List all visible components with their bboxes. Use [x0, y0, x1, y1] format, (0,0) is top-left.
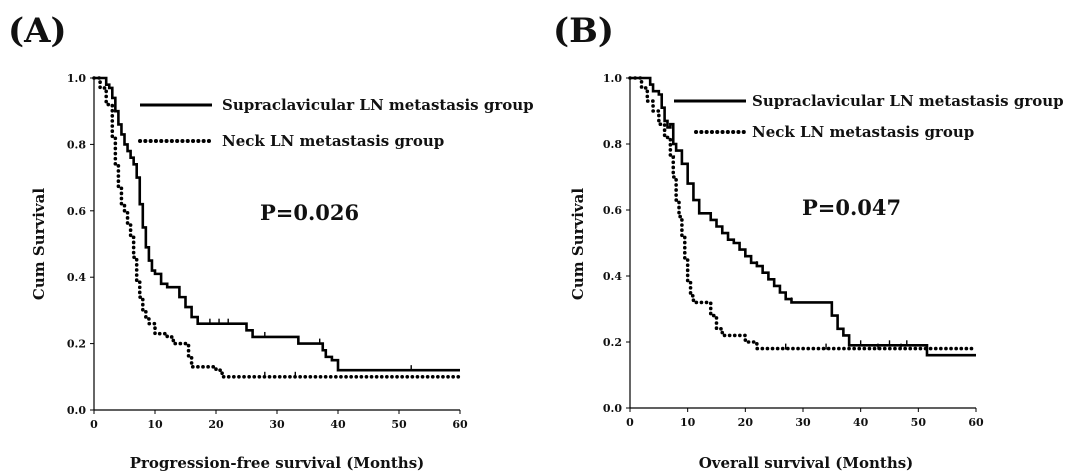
panel-b-y-tick-label: 0.6	[603, 204, 622, 217]
panel-b: (B) Overall survival (Months) Cum Surviv…	[553, 11, 1064, 471]
panel-b-x-tick-label: 40	[853, 416, 869, 429]
panel-b-legend-solid-label: Supraclavicular LN metastasis group	[752, 92, 1064, 110]
panel-a-y-tick-label: 0.0	[67, 404, 86, 417]
panel-a-y-tick-label: 0.4	[67, 271, 86, 284]
panel-a-legend-dotted-label: Neck LN metastasis group	[222, 132, 444, 150]
panel-b-legend: Supraclavicular LN metastasis group Neck…	[674, 92, 1064, 141]
panel-b-label: (B)	[553, 11, 614, 51]
panel-a-y-tick-label: 0.6	[67, 205, 86, 218]
panel-b-x-tick-label: 50	[911, 416, 927, 429]
panel-a-y-tick-label: 0.2	[67, 338, 86, 351]
panel-b-y-tick-label: 0.4	[603, 270, 622, 283]
panel-a-y-tick-label: 1.0	[67, 72, 86, 85]
panel-a-legend: Supraclavicular LN metastasis group Neck…	[138, 96, 534, 150]
panel-b-p-value: P=0.047	[802, 195, 901, 220]
panel-a-x-tick-label: 0	[90, 418, 98, 431]
panel-a-p-value: P=0.026	[260, 200, 359, 225]
panel-b-series-neck-line	[628, 76, 978, 351]
panel-b-y-tick-label: 0.8	[603, 138, 622, 151]
panel-b-x-tick-label: 20	[738, 416, 754, 429]
panel-b-x-tick-label: 30	[795, 416, 811, 429]
panel-b-y-tick-label: 0.0	[603, 402, 622, 415]
panel-a-x-tick-label: 10	[147, 418, 163, 431]
panel-b-legend-dotted-label: Neck LN metastasis group	[752, 123, 974, 141]
panel-a-x-tick-label: 30	[269, 418, 285, 431]
panel-a-y-axis-label: Cum Survival	[30, 188, 48, 300]
panel-b-x-axis-label: Overall survival (Months)	[699, 454, 914, 471]
panel-b-y-axis-label: Cum Survival	[569, 188, 587, 300]
panel-a-x-tick-label: 20	[208, 418, 224, 431]
panel-a-x-tick-label: 60	[452, 418, 468, 431]
panel-a: (A) Progression-free survival (Months) C…	[8, 11, 534, 471]
panel-a-series-supraclavicular-line	[94, 76, 460, 372]
panel-b-x-tick-label: 0	[626, 416, 634, 429]
panel-a-x-tick-label: 50	[391, 418, 407, 431]
panel-b-x-tick-label: 10	[680, 416, 696, 429]
panel-a-legend-solid-label: Supraclavicular LN metastasis group	[222, 96, 534, 114]
panel-a-x-axis-label: Progression-free survival (Months)	[130, 454, 425, 471]
panel-b-y-tick-label: 1.0	[603, 72, 622, 85]
panel-a-series-neck-line	[92, 76, 462, 379]
panel-a-y-tick-label: 0.8	[67, 138, 86, 151]
panel-a-label: (A)	[8, 11, 67, 51]
panel-a-x-tick-label: 40	[330, 418, 346, 431]
panel-b-x-tick-label: 60	[968, 416, 984, 429]
panel-b-y-tick-label: 0.2	[603, 336, 622, 349]
